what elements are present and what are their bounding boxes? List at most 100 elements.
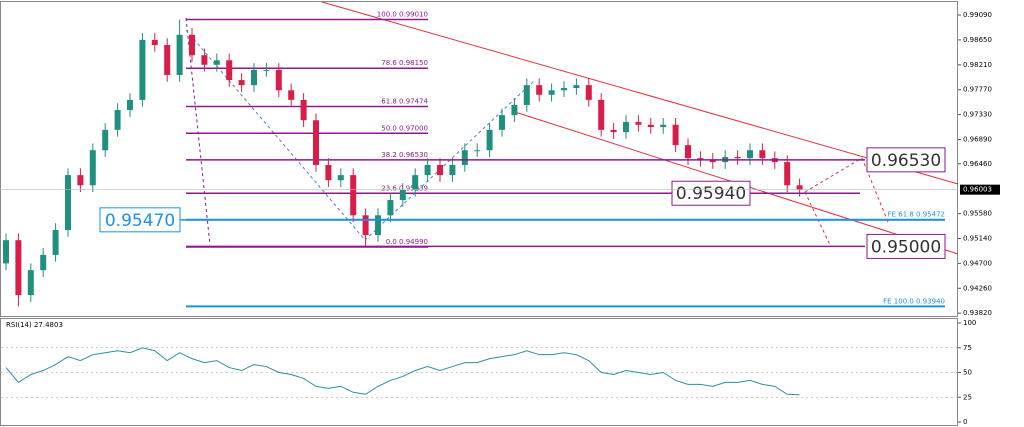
candle-body [697,158,704,160]
candle-body [548,90,555,95]
y-tick-label: 0.98650 [963,36,992,44]
fib-dashed [185,17,211,246]
y-tick-label: 0.95140 [963,234,992,242]
y-tick-label: 50 [963,369,972,377]
y-tick-label: 0.96460 [963,160,992,168]
candle-body [201,55,208,65]
candle-body [536,85,543,95]
price-box-label: 0.95470 [105,211,175,231]
candle-body [176,34,183,75]
candle-body [424,164,431,176]
fib-label: 50.0 0.97000 [381,124,428,132]
candle-body [486,129,493,151]
price-box-frame [866,147,946,173]
fib-label: 78.6 0.98150 [381,59,428,67]
candle-body [114,110,121,130]
channel-upper [321,1,959,185]
price-box-label: 0.95940 [676,184,746,204]
candle-body [561,87,567,91]
candle-body [77,175,84,186]
y-tick-label: 25 [963,393,972,401]
candle-body [325,164,332,181]
candle-body [350,175,357,216]
candle-body [610,129,617,133]
rsi-line [5,347,800,396]
candle-body [685,145,691,159]
fe-label: FE 61.8 0.95472 [888,211,945,219]
rsi-title: RSI(14) 27.4803 [6,321,63,329]
y-tick-label: 0.96890 [963,135,992,143]
projection-dashed [804,157,863,193]
candle-body [796,185,803,190]
y-tick-label: 0.97330 [963,111,992,119]
candle-body [784,162,791,186]
rsi-panel-frame [0,318,958,426]
fe-label: FE 100.0 0.93940 [883,297,945,305]
candle-body [635,121,642,125]
candle-body [672,124,679,146]
candle-body [213,60,220,65]
candle-body [747,150,753,159]
candle-body [27,270,34,296]
candle-body [313,120,319,165]
y-tick-label: 100 [963,319,976,327]
candle-body [288,90,295,100]
price-box-frame [671,180,751,206]
candle-body [412,175,419,190]
candle-body [226,60,233,81]
candle-body [275,69,282,91]
y-tick-label: 0.93820 [963,309,992,317]
y-tick-label: 0.97770 [963,86,992,94]
candle-body [647,124,654,128]
y-tick-label: 75 [963,344,972,352]
candle-body [65,175,71,231]
candle-body [437,164,443,176]
candle-body [623,121,629,133]
candle-body [127,99,133,111]
swing-dashed [185,29,366,241]
candle-body [40,254,47,271]
price-box-label: 0.95000 [871,237,941,257]
candle-body [251,69,257,86]
fib-label: 100.0 0.99010 [377,11,428,19]
price-box-frame [866,233,946,259]
candle-body [102,129,109,151]
candle-body [189,34,195,56]
candle-body [598,99,605,130]
candle-body [362,215,369,236]
y-tick-label: 0.95580 [963,210,992,218]
y-tick-label: 0 [963,418,967,426]
candle-body [499,115,505,130]
candle-body [474,150,481,152]
candle-body [238,80,245,86]
candle-body [15,240,22,296]
current-price-tag [960,184,1000,195]
fib-label: 23.6 0.95939 [381,184,428,192]
candle-body [399,189,406,201]
candle-body [89,150,96,186]
price-box: 0.95470 [99,207,181,233]
candle-body [511,104,518,116]
candle-body [709,159,716,163]
y-tick-label: 0.94260 [963,284,992,292]
candle-body [573,85,580,88]
y-tick-label: 0.94700 [963,259,992,267]
candle-body [523,85,530,105]
projection-dashed [804,191,831,246]
candle-body [337,175,344,181]
candle-body [660,124,667,128]
candle-body [52,230,59,255]
candle-body [585,85,592,100]
fib-label: 38.2 0.96530 [381,151,428,159]
y-tick-label: 0.99090 [963,11,992,19]
candle-body [151,39,158,45]
price-box: 0.95940 [671,180,751,206]
price-box: 0.96530 [866,147,946,173]
candle-body [759,150,766,159]
price-box-label: 0.96530 [871,151,941,171]
candle-body [461,150,468,165]
fib-label: 61.8 0.97474 [381,97,428,105]
main-panel-frame [0,1,958,317]
candle-body [375,215,381,236]
